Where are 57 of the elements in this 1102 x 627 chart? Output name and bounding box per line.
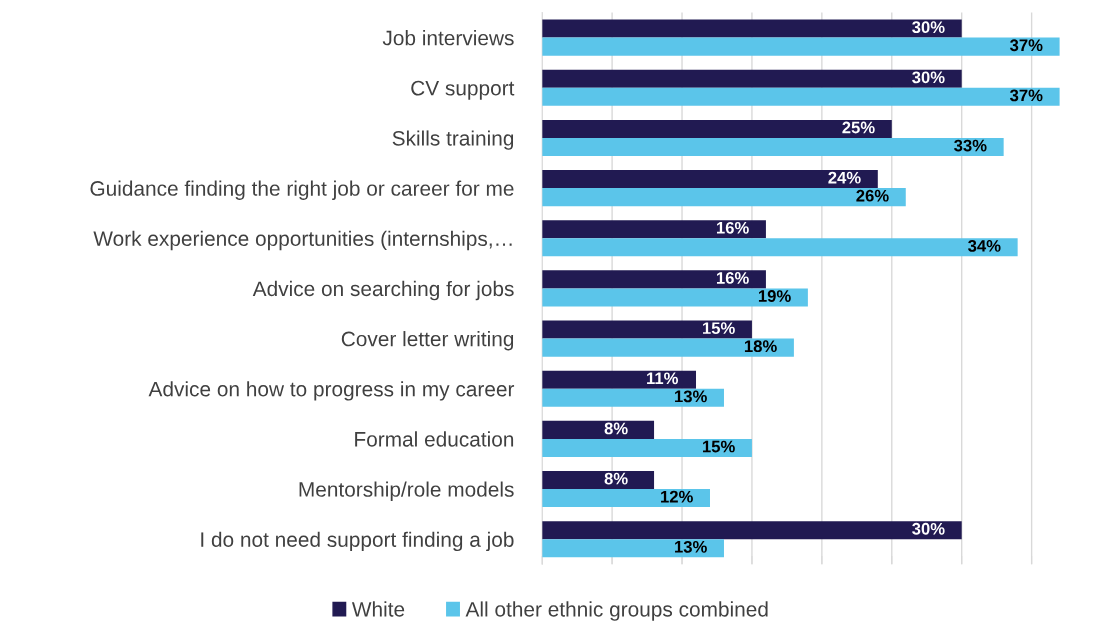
bar: [542, 119, 892, 138]
bar: [542, 69, 962, 88]
data-label: 34%: [968, 239, 1001, 252]
bar: [542, 471, 655, 490]
y-tick-label: CV support: [411, 80, 515, 100]
bar: [542, 19, 962, 38]
bar: [542, 539, 724, 558]
bar: [542, 420, 655, 439]
bar: [542, 37, 1060, 56]
bar: [542, 370, 697, 389]
y-tick-label: I do not need support finding a job: [201, 531, 514, 552]
data-label: 30%: [912, 71, 945, 84]
y-tick-label: Advice on searching for jobs: [252, 280, 514, 301]
bar: [542, 188, 906, 207]
bar: [542, 489, 710, 508]
data-label: 15%: [703, 322, 735, 335]
data-label: 13%: [675, 540, 707, 553]
bar: [542, 220, 766, 239]
bar: [542, 438, 752, 457]
data-label: 16%: [716, 272, 749, 284]
y-tick-label: Advice on how to progress in my career: [148, 381, 515, 401]
data-label: 18%: [744, 340, 777, 353]
bar: [542, 338, 794, 357]
legend-label: White: [351, 601, 405, 617]
y-tick-label: Skills training: [392, 130, 514, 150]
bar: [542, 87, 1060, 106]
data-label: 26%: [856, 189, 889, 202]
bar: [542, 288, 808, 307]
bar: [542, 270, 766, 289]
y-tick-label: Work experience opportunities (internships,…: [93, 230, 512, 251]
data-label: 33%: [954, 139, 987, 152]
y-tick-label: Formal education: [355, 431, 514, 447]
data-label: 30%: [912, 21, 945, 34]
bar: [542, 238, 1018, 257]
data-label: 37%: [1009, 89, 1043, 102]
data-label: 16%: [716, 221, 749, 234]
legend-label: All other ethnic groups combined: [465, 601, 768, 621]
data-label: 24%: [828, 171, 861, 184]
y-tick-label: Guidance finding the right job or career for me: [90, 180, 514, 200]
y-tick-label: Cover letter writing: [341, 331, 514, 351]
data-label: 30%: [912, 522, 945, 535]
data-label: 8%: [604, 422, 628, 435]
data-label: 8%: [604, 472, 628, 485]
data-label: 11%: [647, 372, 679, 385]
y-tick-label: Mentorship/role models: [299, 481, 514, 501]
bar: [542, 320, 752, 339]
y-tick-label: Job interviews: [382, 30, 514, 46]
bar: [542, 137, 1004, 156]
data-label: 15%: [703, 440, 735, 453]
bar: [542, 170, 878, 189]
data-label: 25%: [842, 121, 875, 134]
data-label: 37%: [1009, 39, 1043, 52]
bar: [542, 521, 962, 540]
data-label: 19%: [758, 290, 791, 302]
data-label: 13%: [675, 390, 707, 403]
data-label: 12%: [661, 490, 693, 503]
bar: [542, 388, 724, 407]
